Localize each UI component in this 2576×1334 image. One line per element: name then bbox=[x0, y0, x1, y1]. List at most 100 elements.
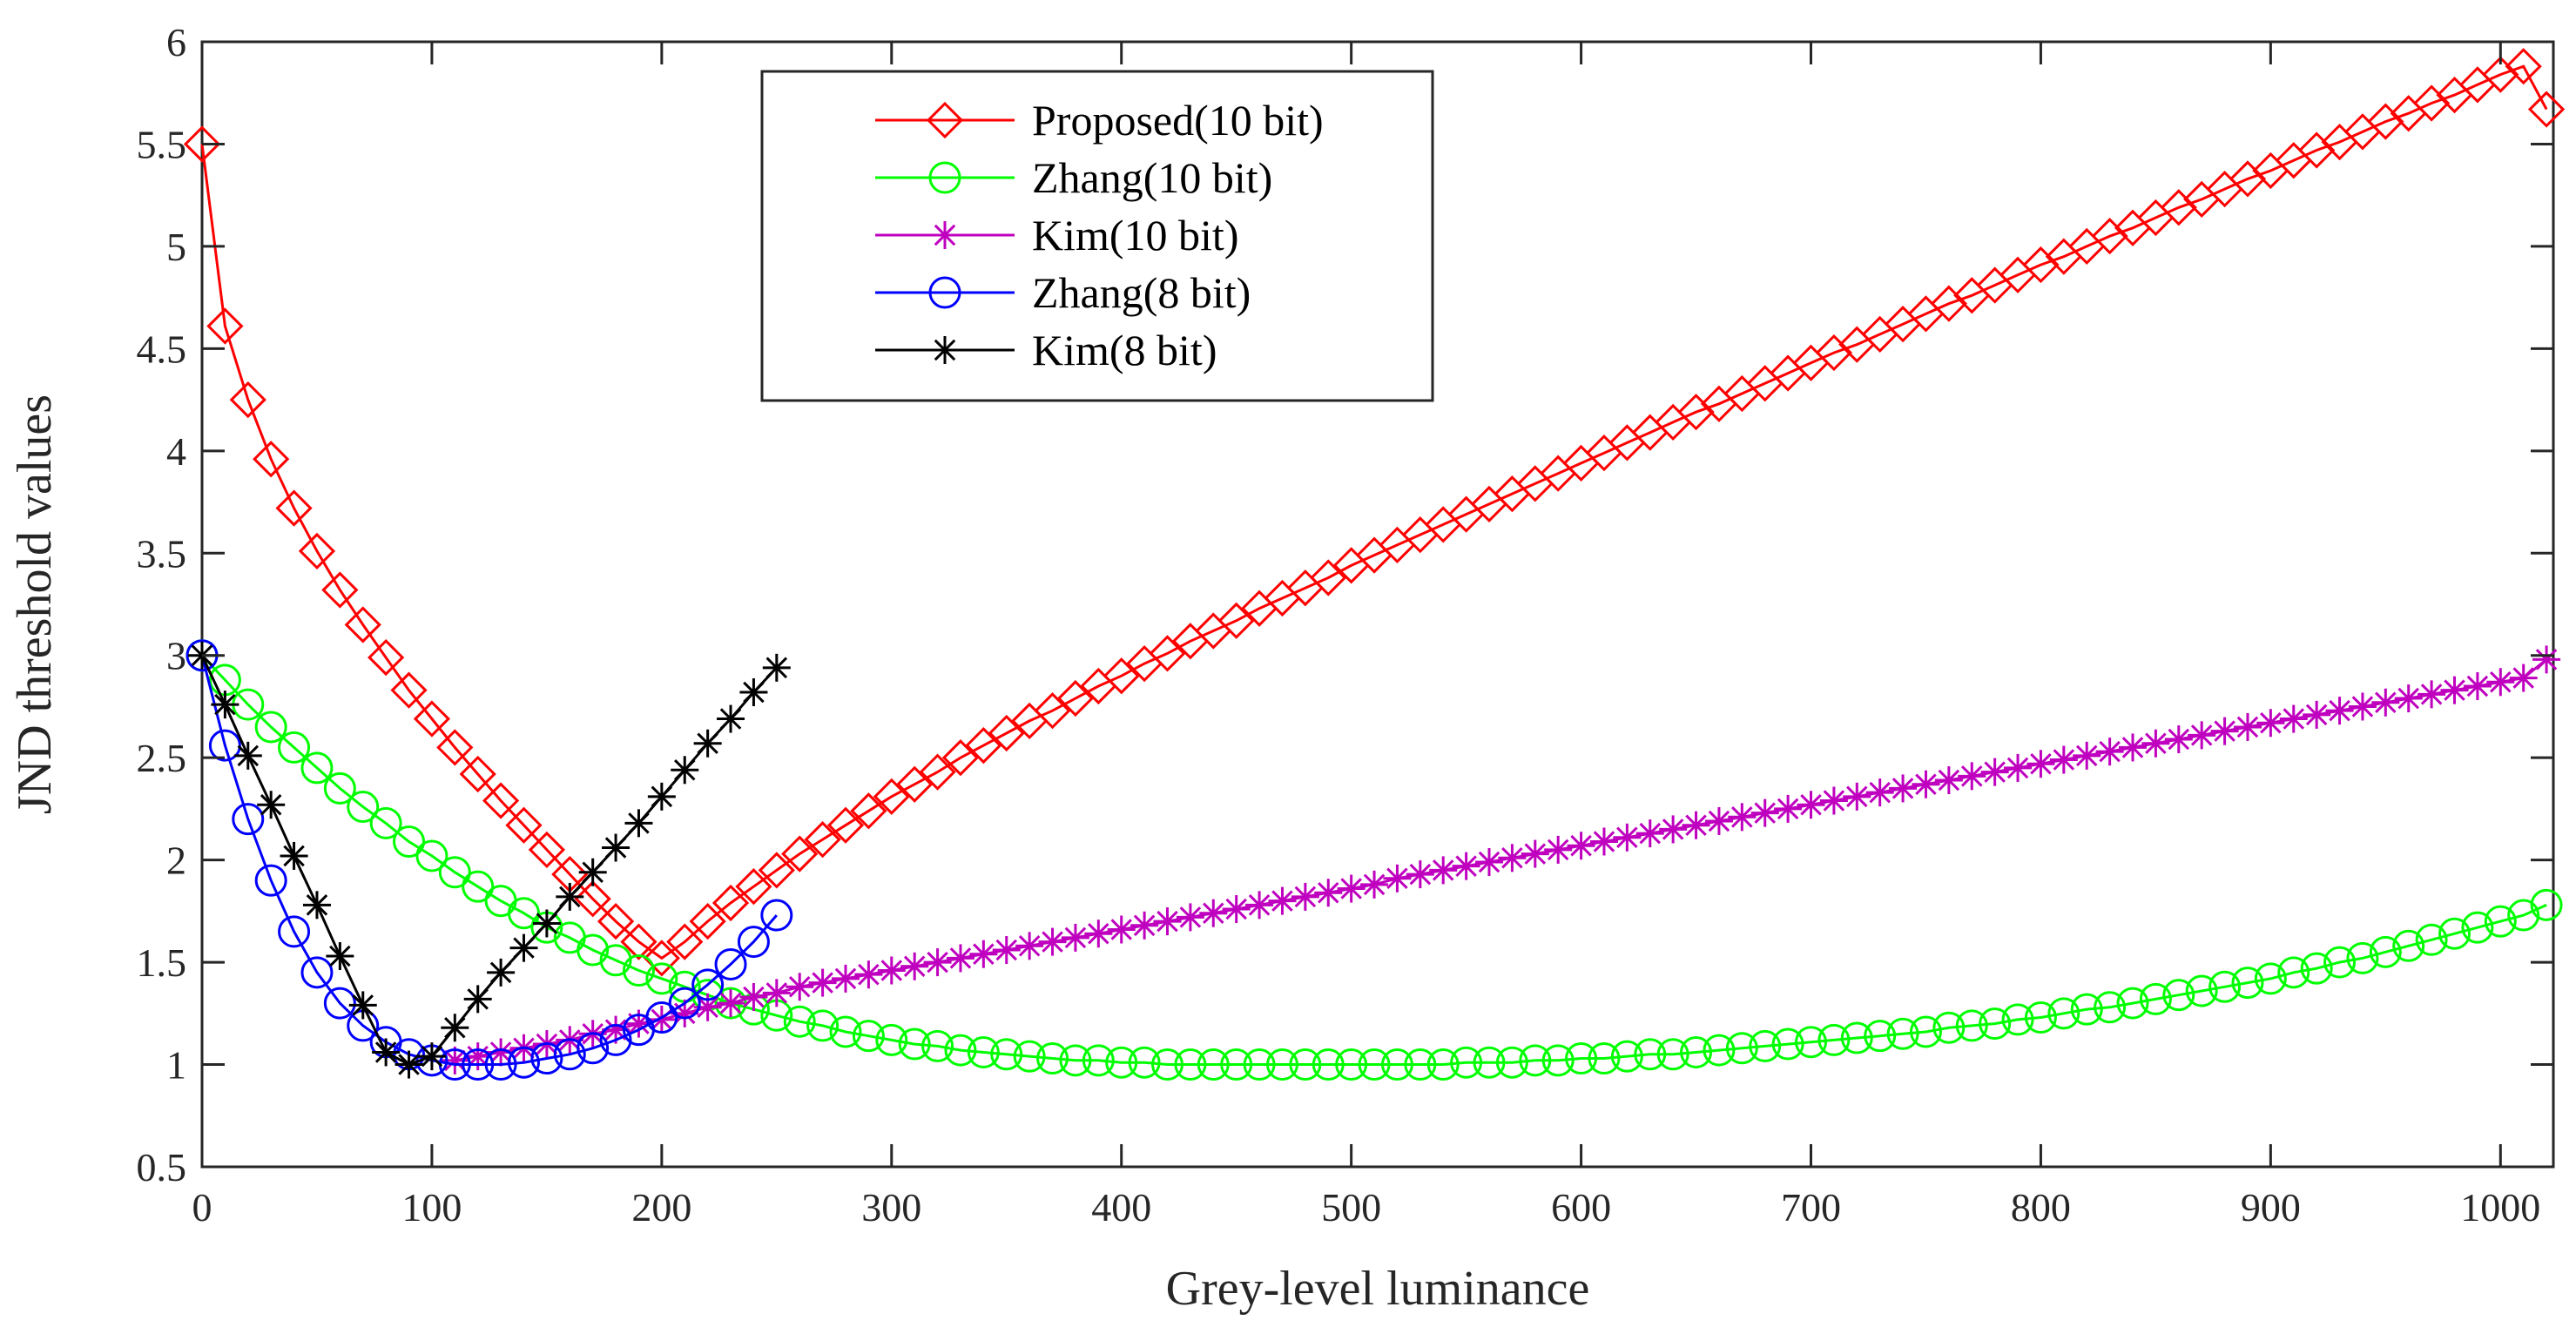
data-point bbox=[2463, 671, 2492, 700]
data-point bbox=[1061, 923, 1089, 952]
data-point bbox=[829, 1015, 862, 1048]
data-point bbox=[1038, 927, 1067, 956]
data-point bbox=[254, 711, 287, 744]
data-point bbox=[1426, 1048, 1460, 1081]
data-point bbox=[622, 953, 655, 987]
data-point bbox=[2116, 987, 2149, 1020]
data-point bbox=[1473, 1046, 1506, 1079]
data-point bbox=[1429, 856, 1458, 885]
data-point bbox=[717, 704, 745, 733]
data-point bbox=[988, 714, 1025, 752]
data-point bbox=[1475, 847, 1504, 876]
data-point bbox=[2482, 56, 2519, 93]
data-point bbox=[850, 792, 887, 830]
data-point bbox=[1980, 758, 2009, 786]
data-point bbox=[1056, 679, 1095, 718]
data-point bbox=[1567, 832, 1595, 860]
data-point bbox=[1149, 635, 1186, 672]
data-point bbox=[1682, 811, 1710, 839]
data-point bbox=[1383, 864, 1412, 893]
data-point bbox=[1677, 394, 1715, 431]
data-point bbox=[2527, 91, 2566, 128]
y-tick-label: 3 bbox=[166, 634, 186, 678]
data-point bbox=[900, 952, 929, 980]
legend-label: Proposed(10 bit) bbox=[1032, 96, 1324, 145]
data-point bbox=[1358, 1048, 1391, 1081]
data-point bbox=[463, 985, 492, 1014]
data-point bbox=[508, 1046, 541, 1079]
data-point bbox=[417, 1042, 446, 1071]
data-point bbox=[1635, 819, 1664, 848]
data-point bbox=[278, 731, 311, 764]
data-point bbox=[1289, 1048, 1322, 1081]
data-point bbox=[693, 729, 722, 758]
data-point bbox=[1036, 1041, 1069, 1075]
x-tick-label: 400 bbox=[1091, 1185, 1151, 1230]
data-point bbox=[946, 944, 974, 973]
data-point bbox=[826, 806, 865, 844]
data-point bbox=[2369, 935, 2402, 968]
data-point bbox=[1268, 886, 1297, 915]
data-point bbox=[556, 882, 584, 911]
data-point bbox=[1130, 911, 1159, 940]
data-point bbox=[1013, 1040, 1046, 1073]
data-point bbox=[1774, 794, 1803, 823]
data-point bbox=[372, 1038, 401, 1067]
data-point bbox=[1174, 1048, 1207, 1081]
data-point bbox=[1771, 1027, 1804, 1061]
data-point bbox=[599, 944, 632, 977]
legend-item: Kim(8 bit) bbox=[875, 326, 1217, 374]
data-point bbox=[1265, 1048, 1298, 1081]
data-point bbox=[717, 989, 745, 1018]
data-point bbox=[832, 964, 860, 993]
data-point bbox=[2367, 103, 2404, 140]
data-point bbox=[739, 983, 768, 1012]
x-tick-label: 600 bbox=[1551, 1185, 1611, 1230]
series-layer bbox=[183, 48, 2566, 1081]
data-point bbox=[1015, 932, 1044, 960]
data-point bbox=[229, 381, 266, 419]
data-point bbox=[1864, 1020, 1897, 1053]
y-tick-label: 2.5 bbox=[137, 736, 187, 780]
data-point bbox=[1380, 1048, 1413, 1081]
data-point bbox=[2412, 84, 2451, 122]
data-point bbox=[1176, 903, 1204, 932]
data-point bbox=[624, 809, 653, 838]
data-point bbox=[2484, 905, 2517, 938]
x-axis-title: Grey-level luminance bbox=[1166, 1262, 1590, 1316]
data-point bbox=[1704, 807, 1733, 836]
data-point bbox=[992, 935, 1021, 964]
y-axis-title: JND threshold values bbox=[8, 394, 62, 814]
data-point bbox=[691, 968, 725, 1001]
data-point bbox=[1217, 602, 1255, 639]
data-point bbox=[737, 926, 770, 959]
data-point bbox=[459, 755, 496, 793]
data-point bbox=[760, 899, 793, 932]
data-point bbox=[1153, 907, 1182, 936]
data-point bbox=[2024, 1001, 2057, 1034]
data-point bbox=[394, 1050, 423, 1079]
data-point bbox=[509, 933, 538, 962]
data-point bbox=[1314, 879, 1343, 907]
data-point bbox=[2440, 676, 2469, 704]
data-point bbox=[647, 782, 676, 811]
data-point bbox=[2229, 160, 2267, 198]
data-point bbox=[1703, 1034, 1736, 1067]
data-point bbox=[2095, 738, 2124, 766]
data-point bbox=[645, 962, 678, 995]
data-point bbox=[1450, 1046, 1483, 1079]
series-line bbox=[200, 654, 2547, 1066]
data-point bbox=[1291, 882, 1319, 911]
data-point bbox=[484, 1048, 517, 1081]
data-point bbox=[2070, 993, 2103, 1026]
data-point bbox=[275, 489, 313, 527]
data-point bbox=[578, 858, 607, 886]
data-point bbox=[1151, 1048, 1184, 1081]
data-point bbox=[1103, 657, 1140, 695]
data-point bbox=[1059, 1044, 1092, 1077]
data-point bbox=[781, 835, 819, 872]
data-point bbox=[1843, 782, 1871, 811]
data-point bbox=[671, 756, 699, 785]
series-line bbox=[200, 64, 2548, 960]
data-point bbox=[254, 864, 287, 897]
